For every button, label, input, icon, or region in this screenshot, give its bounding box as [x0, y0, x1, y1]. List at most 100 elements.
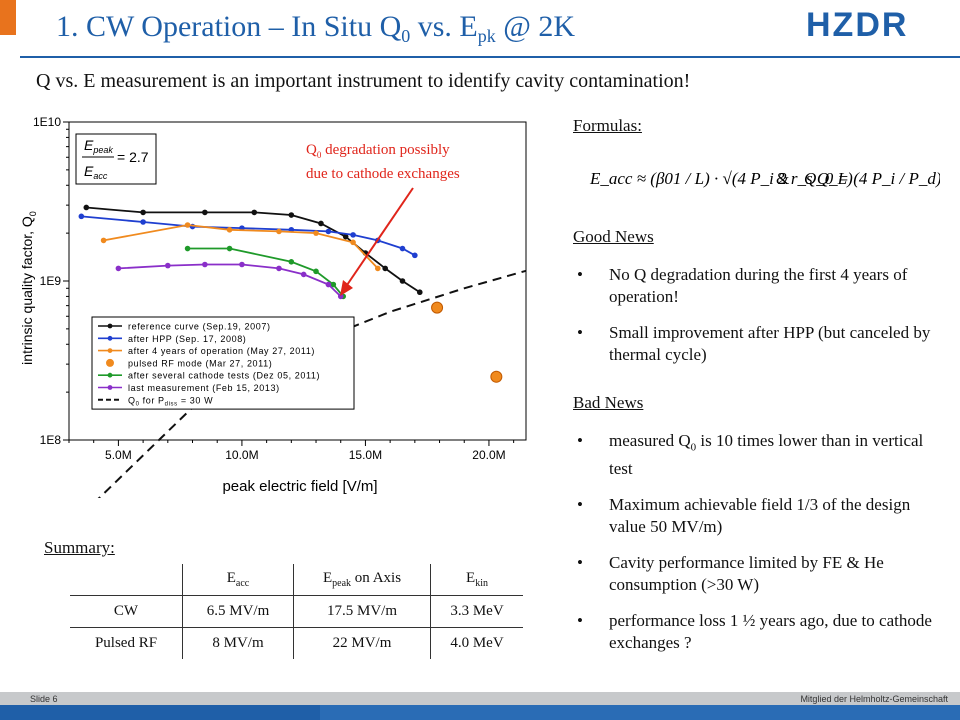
series-point-0	[251, 209, 258, 216]
bad-news-list: measured Q0 is 10 times lower than in ve…	[573, 430, 948, 668]
helmholtz-membership: Mitglied der Helmholtz-Gemeinschaft	[800, 694, 948, 704]
x-axis-label: peak electric field [V/m]	[222, 478, 377, 495]
annotation-arrowhead	[340, 280, 353, 296]
series-point-4	[226, 245, 233, 252]
legend-swatch-dot	[107, 385, 113, 390]
y-tick-label: 1E9	[40, 274, 62, 288]
legend-swatch-dot	[107, 372, 113, 378]
series-point-4	[313, 268, 319, 275]
formula-eacc: E_acc ≈ (β01 / L) · √(4 P_i 2 r_s Q_L)	[589, 169, 853, 188]
legend-frame	[91, 316, 355, 410]
legend-swatch-dot	[107, 335, 113, 341]
table-corner	[70, 564, 183, 596]
legend-entry: after HPP (Sep. 17, 2008)	[128, 334, 246, 344]
legend-entry: last measurement (Feb 15, 2013)	[128, 383, 280, 393]
series-point-2	[313, 230, 319, 236]
y-tick-label: 1E8	[40, 433, 62, 447]
x-tick-label: 15.0M	[349, 448, 382, 462]
series-point-2	[350, 239, 356, 246]
header-band	[0, 0, 960, 56]
x-tick-label: 5.0M	[105, 448, 132, 462]
ratio-denominator: Eacc	[84, 163, 108, 181]
header-epeak: Epeak on Axis	[293, 564, 431, 596]
series-point-0	[342, 233, 349, 240]
pulsed-rf-point	[490, 370, 503, 383]
summary-label: Summary:	[44, 538, 115, 557]
footer-gray-band	[0, 692, 960, 705]
slide-number: Slide 6	[30, 694, 58, 704]
bad-news-item: Cavity performance limited by FE & He co…	[573, 552, 948, 596]
series-point-1	[78, 213, 85, 220]
legend: reference curve (Sep.19, 2007) after HPP …	[91, 316, 355, 410]
series-point-1	[399, 245, 406, 252]
series-point-2	[276, 228, 282, 235]
header-ekin: Ekin	[466, 570, 488, 589]
ratio-box: Epeak Eacc = 2.7	[75, 133, 157, 185]
series-point-0	[202, 209, 208, 216]
good-news-list: No Q degradation during the first 4 year…	[573, 264, 948, 380]
series-line-4	[187, 247, 344, 297]
formulas-label: Formulas:	[573, 116, 642, 135]
series-point-2	[100, 237, 107, 244]
y-tick-label: 1E10	[33, 115, 61, 129]
footer-blue-band-right	[320, 705, 960, 720]
series-point-2	[226, 226, 233, 233]
degradation-annotation: Q0 degradation possibly due to cathode e…	[306, 142, 460, 182]
series-point-5	[337, 293, 344, 300]
pulsed-rf-point	[431, 301, 444, 314]
series-point-5	[325, 281, 332, 288]
series-point-5	[202, 261, 208, 268]
ratio-value: = 2.7	[117, 149, 149, 165]
series-point-2	[374, 265, 381, 272]
series-point-4	[184, 245, 191, 252]
legend-swatch	[106, 358, 114, 367]
formula-amp: &	[776, 169, 789, 188]
footer-blue-band	[0, 705, 320, 720]
series-point-5	[276, 265, 282, 272]
legend-entry: pulsed RF mode (Mar 27, 2011)	[128, 358, 272, 368]
ratio-numerator: Epeak	[84, 137, 113, 155]
series-point-5	[115, 265, 122, 272]
series-point-5	[165, 262, 171, 269]
series-point-0	[416, 289, 423, 296]
series-point-1	[140, 219, 146, 225]
series-line-5	[118, 263, 342, 298]
series-point-0	[140, 209, 146, 216]
legend-entry: reference curve (Sep.19, 2007)	[128, 322, 271, 332]
good-news-item: Small improvement after HPP (but cancele…	[573, 322, 948, 366]
legend-entry: Q0 for Pdiss = 30 W	[128, 395, 213, 407]
x-tick-label: 10.0M	[225, 448, 258, 462]
table-header-row: Eacc Epeak on Axis Ekin	[70, 564, 523, 596]
bad-news-label: Bad News	[573, 393, 644, 412]
table-row: Pulsed RF 8 MV/m 22 MV/m 4.0 MeV	[70, 627, 523, 659]
bad-news-item: Maximum achievable field 1/3 of the desi…	[573, 494, 948, 538]
x-tick-label: 20.0M	[472, 448, 505, 462]
series-point-5	[239, 261, 245, 268]
q-vs-e-chart: 5.0M 10.0M 15.0M 20.0M 1E10 1E9 1E8 peak elect…	[19, 115, 527, 498]
series-point-0	[382, 265, 388, 272]
legend-swatch-dot	[107, 323, 113, 329]
subtitle: Q vs. E measurement is an important inst…	[36, 70, 691, 92]
series-point-4	[330, 281, 337, 288]
series-point-2	[184, 222, 191, 228]
series-point-1	[325, 228, 332, 235]
series-point-0	[399, 278, 406, 284]
hzdr-logo: HZDR	[806, 8, 906, 40]
orange-corner	[0, 0, 16, 35]
slide-title: 1. CW Operation – In Situ Q0 vs. Epk @ 2…	[56, 10, 576, 46]
bad-news-item: measured Q0 is 10 times lower than in ve…	[573, 430, 948, 480]
series-point-1	[412, 252, 418, 259]
series-point-0	[318, 220, 324, 227]
annotation-arrow	[344, 187, 414, 289]
table-row: CW 6.5 MV/m 17.5 MV/m 3.3 MeV	[70, 595, 523, 628]
series-point-4	[288, 259, 295, 265]
series-point-5	[300, 271, 307, 278]
y-axis-label: intrinsic quality factor, Q0	[19, 211, 38, 365]
good-news-item: No Q degradation during the first 4 year…	[573, 264, 948, 308]
summary-table: Eacc Epeak on Axis Ekin CW 6.5 MV/m 17.5…	[70, 564, 523, 659]
series-point-0	[288, 212, 295, 218]
series-point-0	[83, 204, 90, 211]
formulas-block: E_acc ≈ (β01 / L) · √(4 P_i 2 r_s Q_L) &…	[589, 169, 940, 188]
series-line-1	[81, 215, 416, 257]
formula-q0: Q_0 = (4 P_i / P_d) · Q_L	[804, 169, 940, 188]
